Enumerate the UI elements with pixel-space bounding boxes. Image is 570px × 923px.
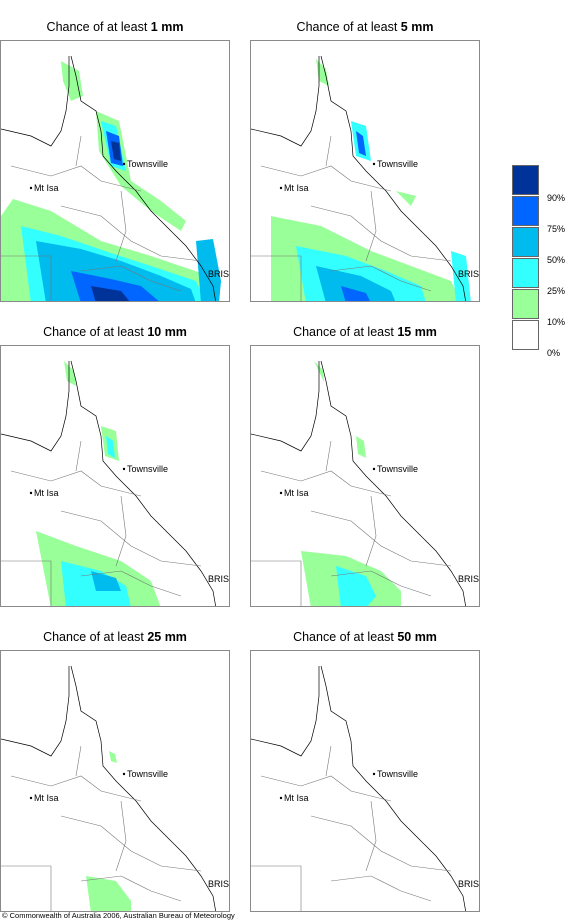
boundaries-1mm bbox=[1, 135, 202, 301]
townsville-marker-15mm bbox=[372, 467, 376, 471]
map-panel-50mm: Townsville Mt Isa BRIS bbox=[250, 650, 480, 912]
boundaries-25mm bbox=[1, 745, 202, 911]
map-panel-1mm: Townsville Mt Isa BRIS bbox=[0, 40, 230, 302]
legend-swatch-25 bbox=[512, 258, 539, 288]
map-svg-15mm: Townsville Mt Isa BRIS bbox=[251, 360, 479, 606]
coastline-10mm bbox=[1, 360, 217, 606]
map-svg-50mm: Townsville Mt Isa BRIS bbox=[251, 665, 479, 911]
legend-label-25: 25% bbox=[547, 286, 566, 296]
mt-isa-label-1mm: Mt Isa bbox=[34, 183, 59, 193]
townsville-marker-25mm bbox=[122, 772, 126, 776]
bris-label-15mm: BRIS bbox=[458, 574, 479, 584]
map-svg-5mm: Townsville Mt Isa BRIS bbox=[251, 55, 479, 301]
panel-title-10mm: Chance of at least 10 mm bbox=[43, 325, 187, 339]
map-panel-25mm: Townsville Mt Isa BRIS bbox=[0, 650, 230, 912]
legend-label-90: 90% bbox=[547, 193, 566, 203]
legend-swatch-90 bbox=[512, 165, 539, 195]
legend-swatch-50 bbox=[512, 227, 539, 257]
coastline-5mm bbox=[251, 55, 467, 301]
mt-isa-label-10mm: Mt Isa bbox=[34, 488, 59, 498]
townsville-label-50mm: Townsville bbox=[377, 769, 418, 779]
copyright-notice: © Commonwealth of Australia 2006, Austra… bbox=[2, 911, 235, 920]
map-panel-15mm: Townsville Mt Isa BRIS bbox=[250, 345, 480, 607]
legend-swatch-0 bbox=[512, 320, 539, 350]
map-panel-10mm: Townsville Mt Isa BRIS bbox=[0, 345, 230, 607]
bris-label-5mm: BRIS bbox=[458, 269, 479, 279]
townsville-marker-10mm bbox=[122, 467, 126, 471]
mt-isa-marker-10mm bbox=[29, 491, 33, 495]
townsville-label-15mm: Townsville bbox=[377, 464, 418, 474]
legend-swatch-10 bbox=[512, 289, 539, 319]
coastline-50mm bbox=[251, 665, 467, 911]
townsville-marker-50mm bbox=[372, 772, 376, 776]
mt-isa-label-5mm: Mt Isa bbox=[284, 183, 309, 193]
map-svg-10mm: Townsville Mt Isa BRIS bbox=[1, 360, 229, 606]
townsville-label-5mm: Townsville bbox=[377, 159, 418, 169]
legend-label-10: 10% bbox=[547, 317, 566, 327]
bris-label-25mm: BRIS bbox=[208, 879, 229, 889]
bris-label-1mm: BRIS bbox=[208, 269, 229, 279]
legend-label-75: 75% bbox=[547, 224, 566, 234]
rain-field-15mm bbox=[301, 361, 401, 606]
townsville-marker-1mm bbox=[122, 162, 126, 166]
boundaries-15mm bbox=[251, 440, 452, 606]
map-panel-5mm: Townsville Mt Isa BRIS bbox=[250, 40, 480, 302]
coastline-25mm bbox=[1, 665, 217, 911]
mt-isa-marker-15mm bbox=[279, 491, 283, 495]
boundaries-10mm bbox=[1, 440, 202, 606]
panel-title-50mm: Chance of at least 50 mm bbox=[293, 630, 437, 644]
rain-field-10mm bbox=[36, 361, 161, 606]
coastline-1mm bbox=[1, 55, 217, 301]
mt-isa-marker-25mm bbox=[29, 796, 33, 800]
panel-title-25mm: Chance of at least 25 mm bbox=[43, 630, 187, 644]
bris-label-50mm: BRIS bbox=[458, 879, 479, 889]
mt-isa-marker-1mm bbox=[29, 186, 33, 190]
boundaries-50mm bbox=[251, 745, 452, 911]
panel-title-15mm: Chance of at least 15 mm bbox=[293, 325, 437, 339]
mt-isa-label-25mm: Mt Isa bbox=[34, 793, 59, 803]
panel-title-1mm: Chance of at least 1 mm bbox=[46, 20, 184, 34]
townsville-label-1mm: Townsville bbox=[127, 159, 168, 169]
rain-field-25mm bbox=[86, 751, 131, 911]
mt-isa-label-50mm: Mt Isa bbox=[284, 793, 309, 803]
mt-isa-marker-50mm bbox=[279, 796, 283, 800]
rain-field-5mm bbox=[271, 59, 471, 301]
townsville-marker-5mm bbox=[372, 162, 376, 166]
boundaries-5mm bbox=[251, 135, 452, 301]
townsville-label-10mm: Townsville bbox=[127, 464, 168, 474]
townsville-label-25mm: Townsville bbox=[127, 769, 168, 779]
coastline-15mm bbox=[251, 360, 467, 606]
legend-label-0: 0% bbox=[547, 348, 561, 358]
panel-title-5mm: Chance of at least 5 mm bbox=[296, 20, 434, 34]
map-svg-1mm: Townsville Mt Isa BRIS bbox=[1, 55, 229, 301]
legend-label-50: 50% bbox=[547, 255, 566, 265]
rain-field-1mm bbox=[1, 61, 221, 301]
map-svg-25mm: Townsville Mt Isa BRIS bbox=[1, 665, 229, 911]
legend-swatch-75 bbox=[512, 196, 539, 226]
mt-isa-marker-5mm bbox=[279, 186, 283, 190]
mt-isa-label-15mm: Mt Isa bbox=[284, 488, 309, 498]
bris-label-10mm: BRIS bbox=[208, 574, 229, 584]
